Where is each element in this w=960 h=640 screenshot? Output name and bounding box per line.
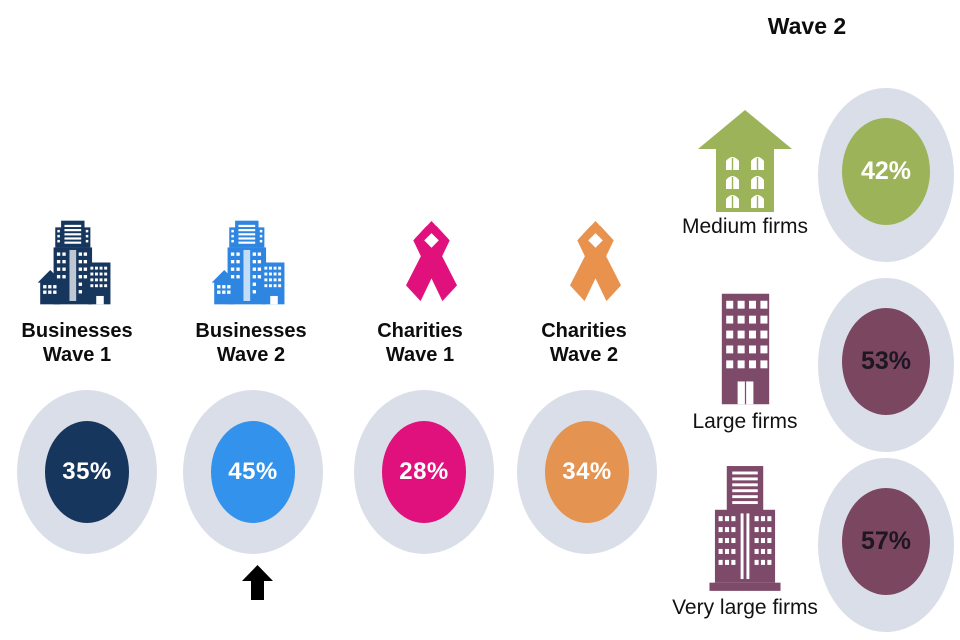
medium-firms-icon-box [658,104,832,214]
charities-wave2-icon-box [496,214,672,306]
city-buildings-icon [209,219,293,306]
awareness-ribbon-icon [401,221,462,306]
group-label-line2: Wave 2 [216,344,286,366]
group-label-businesses-wave2: Businesses Wave 2 [163,319,339,367]
wave2-heading: Wave 2 [767,13,847,39]
group-label-businesses-wave1: Businesses Wave 1 [0,319,165,367]
very-large-firms-label: Very large firms [672,596,818,619]
very-large-firms-icon-box [658,462,832,592]
very-large-firms-circle: 57% [818,458,954,632]
large-firms-circle: 53% [818,278,954,452]
large-firms-label: Large firms [692,410,798,433]
percentage-bubble: 45% [211,421,295,523]
group-label-line2: Wave 1 [42,344,112,366]
office-building-icon [719,292,772,406]
charities-wave1-circle: 28% [354,390,494,554]
group-charities-wave2: Charities Wave 2 [496,0,672,640]
percentage-bubble: 53% [842,308,930,415]
group-label-line2: Wave 1 [385,344,455,366]
businesses-wave2-icon-box [163,214,339,306]
percentage-value: 53% [860,347,912,375]
group-label-line1: Charities [541,320,627,342]
city-buildings-icon [35,219,119,306]
businesses-wave2-circle: 45% [183,390,323,554]
charities-wave2-circle: 34% [517,390,657,554]
percentage-bubble: 28% [382,421,466,523]
percentage-bubble: 35% [45,421,129,523]
up-arrow-icon [242,565,273,600]
percentage-value: 34% [562,458,612,485]
medium-firms-label: Medium firms [681,215,808,238]
group-businesses-wave2: Businesses Wave 2 [163,0,339,640]
percentage-bubble: 42% [842,118,930,225]
group-label-line1: Charities [377,320,463,342]
percentage-value: 45% [228,458,278,485]
group-charities-wave1: Charities Wave 1 [332,0,508,640]
businesses-wave1-icon-box [0,214,165,306]
group-label-charities-wave2: Charities Wave 2 [496,319,672,367]
group-label-line1: Businesses [21,320,133,342]
large-firms-icon-box [658,290,832,406]
percentage-bubble: 34% [545,421,629,523]
group-label-charities-wave1: Charities Wave 1 [332,319,508,367]
percentage-value: 57% [860,527,912,555]
medium-firms-circle: 42% [818,88,954,262]
percentage-bubble: 57% [842,488,930,595]
percentage-value: 35% [62,458,112,485]
charities-wave1-icon-box [332,214,508,306]
house-icon [695,108,795,214]
percentage-value: 28% [399,458,449,485]
group-label-line1: Businesses [195,320,307,342]
awareness-ribbon-icon [565,221,626,306]
group-label-line2: Wave 2 [549,344,619,366]
businesses-wave1-circle: 35% [17,390,157,554]
percentage-value: 42% [860,157,912,185]
group-businesses-wave1: Businesses Wave 1 [0,0,165,640]
skyscraper-icon [704,464,786,592]
